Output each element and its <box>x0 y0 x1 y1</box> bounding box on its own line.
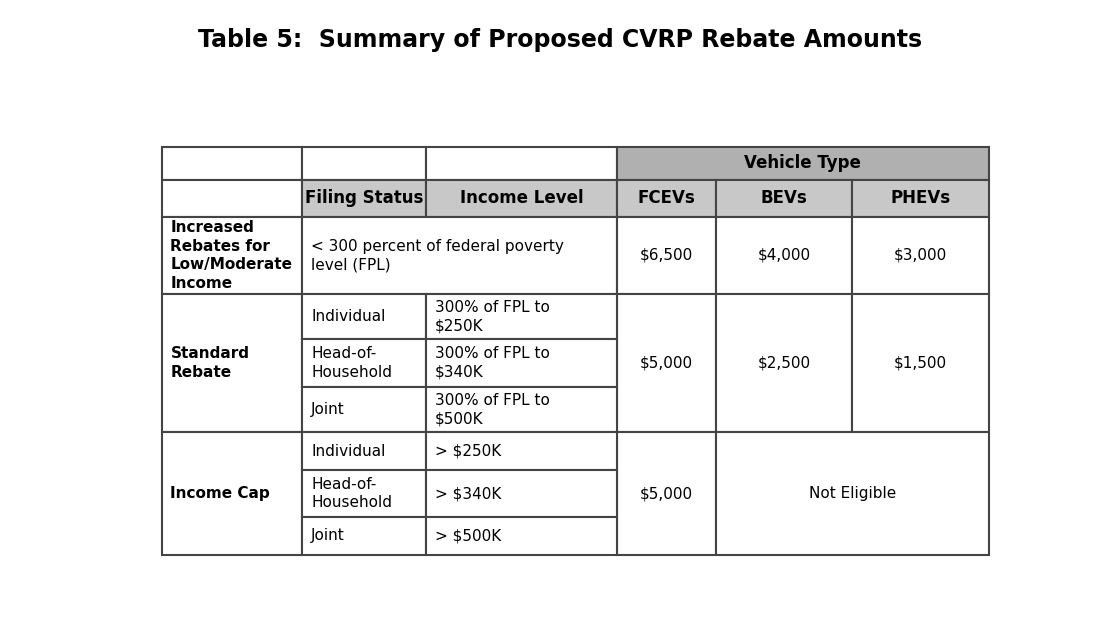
Bar <box>427 517 617 555</box>
Text: $5,000: $5,000 <box>640 356 693 370</box>
Bar <box>302 432 427 470</box>
Text: PHEVs: PHEVs <box>890 189 951 208</box>
Text: FCEVs: FCEVs <box>637 189 696 208</box>
Bar <box>716 217 852 294</box>
Text: $2,500: $2,500 <box>757 356 811 370</box>
Bar <box>716 432 989 555</box>
Text: $3,000: $3,000 <box>894 248 948 263</box>
Bar <box>617 180 716 217</box>
Text: Standard
Rebate: Standard Rebate <box>170 346 250 380</box>
Bar <box>427 294 617 339</box>
Bar <box>427 147 617 180</box>
Bar <box>852 180 989 217</box>
Bar <box>617 217 716 294</box>
Bar <box>617 147 989 180</box>
Text: Increased
Rebates for
Low/Moderate
Income: Increased Rebates for Low/Moderate Incom… <box>170 220 292 291</box>
Text: Income Level: Income Level <box>459 189 584 208</box>
Bar <box>302 387 427 432</box>
Bar <box>302 339 427 387</box>
Text: > $340K: > $340K <box>435 486 502 501</box>
Text: > $500K: > $500K <box>435 529 502 544</box>
Text: Individual: Individual <box>311 444 385 458</box>
Bar <box>302 517 427 555</box>
Text: Head-of-
Household: Head-of- Household <box>311 346 392 380</box>
Bar <box>852 294 989 432</box>
Text: > $250K: > $250K <box>435 444 502 458</box>
Bar <box>302 180 427 217</box>
Text: BEVs: BEVs <box>760 189 808 208</box>
Bar <box>716 180 852 217</box>
Bar <box>302 294 427 339</box>
Bar <box>427 470 617 517</box>
Bar <box>427 339 617 387</box>
Bar <box>427 180 617 217</box>
Text: Vehicle Type: Vehicle Type <box>745 154 861 172</box>
Text: 300% of FPL to
$500K: 300% of FPL to $500K <box>435 393 550 427</box>
Bar <box>161 432 302 555</box>
Text: $1,500: $1,500 <box>894 356 948 370</box>
Bar <box>161 217 302 294</box>
Bar <box>617 294 716 432</box>
Bar <box>427 432 617 470</box>
Bar <box>852 217 989 294</box>
Text: 300% of FPL to
$340K: 300% of FPL to $340K <box>435 346 550 380</box>
Bar <box>302 217 617 294</box>
Text: Filing Status: Filing Status <box>305 189 423 208</box>
Bar <box>161 147 302 180</box>
Bar <box>161 180 302 217</box>
Text: Individual: Individual <box>311 309 385 324</box>
Text: Head-of-
Household: Head-of- Household <box>311 477 392 510</box>
Bar <box>302 147 427 180</box>
Bar <box>716 294 852 432</box>
Text: Joint: Joint <box>311 402 345 417</box>
Bar <box>302 470 427 517</box>
Text: Table 5:  Summary of Proposed CVRP Rebate Amounts: Table 5: Summary of Proposed CVRP Rebate… <box>198 28 922 53</box>
Bar <box>161 294 302 432</box>
Text: Not Eligible: Not Eligible <box>809 486 896 501</box>
Text: $4,000: $4,000 <box>757 248 811 263</box>
Text: < 300 percent of federal poverty
level (FPL): < 300 percent of federal poverty level (… <box>311 239 563 272</box>
Text: Income Cap: Income Cap <box>170 486 270 501</box>
Bar <box>427 387 617 432</box>
Text: 300% of FPL to
$250K: 300% of FPL to $250K <box>435 299 550 333</box>
Text: $6,500: $6,500 <box>640 248 693 263</box>
Text: Joint: Joint <box>311 529 345 544</box>
Text: $5,000: $5,000 <box>640 486 693 501</box>
Bar <box>617 432 716 555</box>
